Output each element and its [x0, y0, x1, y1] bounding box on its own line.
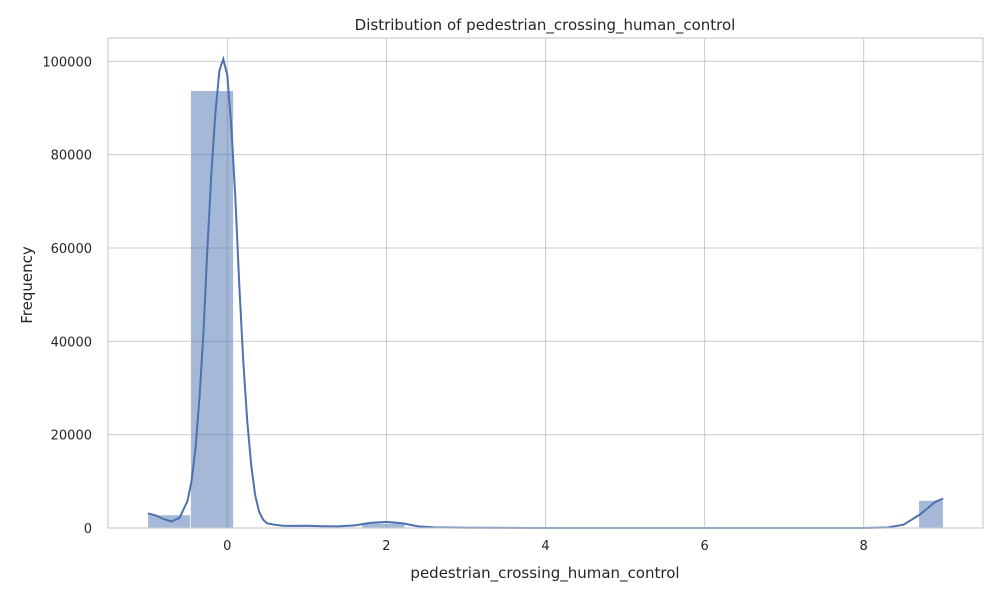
y-tick-labels: 0 20000 40000 60000 80000 100000 [42, 55, 92, 537]
y-tick-label: 60000 [51, 242, 92, 257]
y-tick-label: 40000 [51, 335, 92, 350]
y-tick-label: 100000 [42, 55, 92, 70]
y-tick-label: 80000 [51, 149, 92, 164]
chart-title: Distribution of pedestrian_crossing_huma… [355, 16, 736, 35]
y-tick-label: 0 [84, 522, 92, 537]
x-axis-label: pedestrian_crossing_human_control [410, 564, 679, 583]
y-tick-label: 20000 [51, 429, 92, 444]
grid-lines [108, 38, 983, 529]
y-axis-label: Frequency [18, 246, 36, 324]
x-tick-label: 2 [382, 539, 390, 554]
x-tick-labels: 0 2 4 6 8 [223, 539, 868, 554]
x-tick-label: 8 [860, 539, 868, 554]
x-tick-label: 4 [541, 539, 549, 554]
x-tick-label: 0 [223, 539, 231, 554]
x-tick-label: 6 [700, 539, 708, 554]
plot-frame [107, 37, 984, 529]
